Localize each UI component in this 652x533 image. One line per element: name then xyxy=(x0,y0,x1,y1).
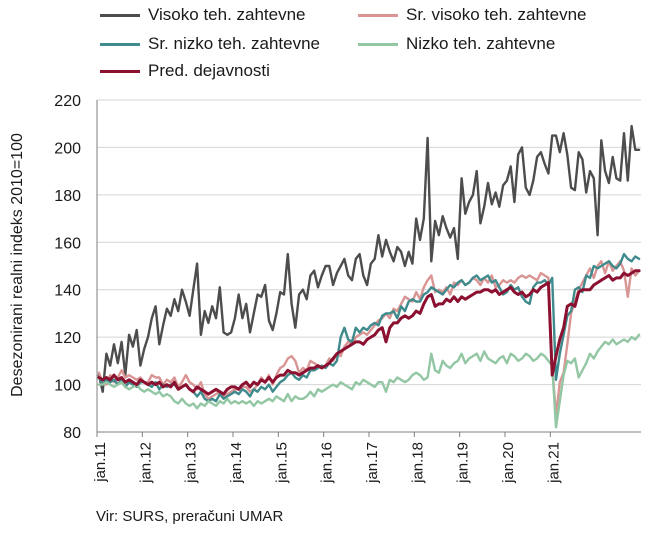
y-axis-label: Desezonirani realni indeks 2010=100 xyxy=(9,133,26,397)
y-tick-label: 80 xyxy=(63,425,81,442)
legend-swatch xyxy=(100,13,140,17)
legend-item-sr-nizko: Sr. nizko teh. zahtevne xyxy=(100,33,320,55)
legend-swatch xyxy=(100,69,140,73)
x-tick-label: jan.21 xyxy=(545,442,562,484)
legend-label: Nizko teh. zahtevne xyxy=(406,34,556,53)
y-tick-label: 200 xyxy=(54,140,81,157)
x-tick-label: jan.20 xyxy=(500,442,517,484)
x-tick-label: jan.14 xyxy=(228,442,245,484)
y-tick-label: 180 xyxy=(54,188,81,205)
legend-label: Sr. visoko teh. zahtevne xyxy=(406,5,587,24)
legend-item-visoko: Visoko teh. zahtevne xyxy=(100,4,306,26)
x-tick-label: jan.13 xyxy=(183,442,200,484)
x-tick-label: jan.19 xyxy=(455,442,472,484)
y-tick-label: 100 xyxy=(54,378,81,395)
x-tick-label: jan.18 xyxy=(409,442,426,484)
x-tick-label: jan.11 xyxy=(92,442,109,483)
legend-label: Visoko teh. zahtevne xyxy=(148,5,306,24)
x-tick-label: jan.12 xyxy=(137,442,154,484)
y-tick-label: 220 xyxy=(54,93,81,110)
legend-label: Sr. nizko teh. zahtevne xyxy=(148,34,320,53)
legend-item-nizko: Nizko teh. zahtevne xyxy=(358,33,555,55)
series-line xyxy=(97,333,641,429)
y-tick-label: 160 xyxy=(54,235,81,252)
y-tick-labels: 80 100 120 140 160 180 200 220 xyxy=(54,93,81,442)
y-tick-label: 140 xyxy=(54,283,81,300)
legend-label: Pred. dejavnosti xyxy=(148,61,270,80)
x-tick-label: jan.17 xyxy=(364,442,381,484)
legend-item-sr-visoko: Sr. visoko teh. zahtevne xyxy=(358,4,587,26)
legend-item-pred: Pred. dejavnosti xyxy=(100,60,270,82)
series-lines xyxy=(97,124,641,429)
y-tick-label: 120 xyxy=(54,330,81,347)
source-note: Vir: SURS, preračuni UMAR xyxy=(96,508,284,525)
axes xyxy=(96,100,641,437)
legend-swatch xyxy=(100,42,140,46)
legend-swatch xyxy=(358,42,398,46)
x-tick-labels: jan.11 jan.12 jan.13 jan.14 jan.15 jan.16 jan.… xyxy=(92,442,562,484)
x-tick-label: jan.16 xyxy=(319,442,336,484)
series-line xyxy=(97,269,641,396)
legend: Visoko teh. zahtevne Sr. visoko teh. zah… xyxy=(96,4,652,84)
series-line xyxy=(97,124,641,393)
x-tick-label: jan.15 xyxy=(273,442,290,484)
legend-swatch xyxy=(358,13,398,17)
grid-lines xyxy=(97,99,641,386)
